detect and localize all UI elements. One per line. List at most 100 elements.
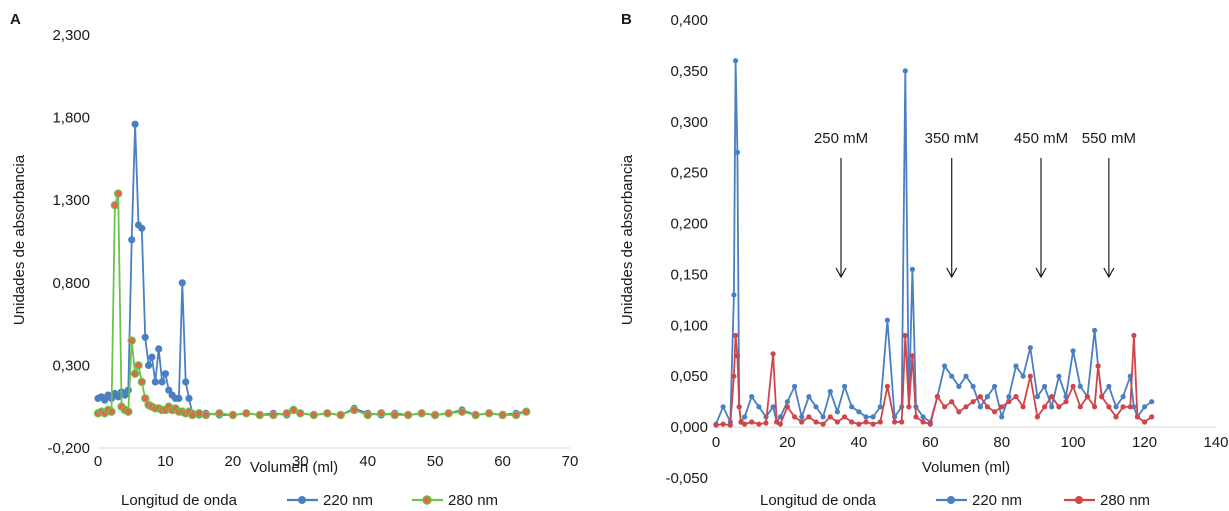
panel-a-series-2-point — [522, 407, 531, 416]
panel-b-series-1-point — [902, 68, 908, 74]
panel-a-series-1-point — [155, 345, 163, 353]
panel-b-annotation-label: 350 mM — [925, 130, 979, 147]
panel-b-series-1-point — [870, 414, 876, 420]
panel-a-series-2-point — [404, 410, 413, 420]
panel-a-series-1-point — [182, 378, 190, 386]
panel-a-series-2-point — [444, 409, 453, 418]
panel-b-series-2-point — [863, 419, 869, 425]
panel-b-series-2-point — [727, 422, 733, 428]
panel-a-series-2-point — [124, 407, 133, 416]
panel-b-series-1-point — [731, 292, 737, 298]
panel-b-series-1-point — [1077, 383, 1083, 389]
panel-a-legend-280-label: 280 nm — [448, 492, 498, 509]
panel-b-series-1-point — [1070, 348, 1076, 354]
panel-a-x-tick-label: 10 — [157, 453, 174, 470]
panel-b-series-2-point — [1120, 404, 1126, 410]
panel-a-series-2-point — [242, 409, 251, 418]
panel-b-series-1-point — [1131, 404, 1137, 410]
panel-a-series-2-point — [363, 410, 372, 420]
panel-b-series-2-point — [1134, 414, 1140, 420]
panel-a-series-1-point — [138, 224, 146, 232]
panel-b-series-1-point — [1013, 363, 1019, 369]
panel-b-series-2-point — [956, 409, 962, 415]
panel-a-series-1-point — [158, 378, 166, 386]
panel-a-series-2-point — [215, 409, 224, 418]
panel-b-series-2-point — [733, 332, 739, 339]
panel-a-x-axis-title: Volumen (ml) — [250, 459, 338, 476]
panel-b-series-2-point — [763, 420, 769, 426]
panel-b-series-2-point — [849, 419, 855, 425]
panel-a-y-axis-title: Unidades de absorbancia — [11, 154, 28, 325]
panel-b-series-1-point — [970, 383, 976, 389]
panel-b-series-1-point — [1142, 404, 1148, 410]
panel-b-series-1-point — [1034, 394, 1040, 400]
panel-a-series-2-point — [201, 410, 211, 420]
panel-b-legend-220-marker — [947, 496, 955, 504]
panel-b-series-1-point — [756, 404, 762, 410]
panel-b-series-2-point — [820, 421, 826, 427]
panel-b-series-1-point — [999, 414, 1005, 420]
panel-b-y-tick-label: 0,100 — [670, 317, 708, 334]
panel-b-series-2-point — [977, 394, 983, 400]
panel-b-series-1-point — [842, 383, 848, 389]
panel-b-series-2-point — [970, 399, 976, 405]
panel-b-series-2-point — [877, 419, 883, 425]
panel-a-series-1-point — [178, 279, 186, 287]
panel-b-legend-220-label: 220 nm — [972, 492, 1022, 509]
panel-a-y-tick-label: 0,800 — [52, 275, 90, 292]
panel-a-series-1-point — [128, 236, 136, 244]
panel-b-series-2-point — [813, 419, 819, 425]
panel-b-series-1-point — [856, 409, 862, 415]
panel-a-series-1-line — [97, 123, 527, 416]
panel-b-series-2-point — [842, 414, 848, 420]
panel-a-x-tick-label: 0 — [94, 453, 102, 470]
panel-b-series-1-point — [942, 363, 948, 369]
panel-b-series-2-point — [1095, 363, 1101, 369]
panel-a-series-1-point — [175, 394, 183, 402]
panel-b-x-tick-label: 40 — [851, 434, 868, 451]
panel-b-annotation-arrowhead — [1035, 267, 1047, 279]
panel-a-series-1-point — [161, 370, 169, 378]
panel-b-series-1-point — [1020, 373, 1026, 379]
panel-b-x-tick-label: 140 — [1203, 434, 1228, 451]
panel-b-series-1-point — [770, 404, 776, 410]
panel-b-series-2-point — [949, 399, 955, 405]
panel-b-series-2-point — [1063, 399, 1069, 405]
panel-a-series-1-point — [151, 378, 159, 386]
panel-b-x-tick-label: 60 — [922, 434, 939, 451]
panel-b-series-1-point — [884, 317, 891, 323]
panel-b-series-2-point — [784, 404, 791, 410]
panel-b-series-2-point — [1020, 404, 1026, 410]
panel-b-series-1-point — [827, 388, 833, 395]
panel-b-x-axis-title: Volumen (ml) — [922, 459, 1010, 476]
panel-a-series-2-point — [140, 394, 150, 403]
panel-b-series-1-point — [992, 383, 998, 389]
panel-b-series-2-point — [749, 419, 755, 425]
panel-b-series-2-point — [834, 419, 841, 425]
panel-b-series-2-line — [715, 334, 1153, 427]
panel-b-x-tick-label: 120 — [1132, 434, 1157, 451]
panel-b-series-1-point — [956, 383, 962, 389]
panel-b-series-1-point — [1106, 383, 1112, 389]
panel-a-series-2-point — [498, 410, 507, 420]
panel-b-series-2-point — [870, 421, 876, 427]
panel-a-series-1-point — [141, 333, 149, 341]
panel-b-annotation-label: 450 mM — [1014, 130, 1068, 147]
panel-a-x-tick-label: 40 — [359, 453, 376, 470]
panel-b-series-1-point — [949, 373, 955, 379]
panel-b-x-tick-label: 100 — [1061, 434, 1086, 451]
panel-a-series-2-point — [194, 409, 204, 418]
panel-b-series-2-point — [713, 422, 719, 428]
panel-a-series-2-point — [113, 189, 123, 198]
panel-a-series-2-point — [430, 410, 440, 420]
panel-b-series-1-point — [749, 394, 755, 400]
panel-a-series-2-point — [457, 407, 467, 416]
panel-b-series-1-point — [1149, 399, 1155, 405]
panel-b-series-2-point — [736, 404, 742, 410]
panel-b-series-2-point — [892, 419, 898, 425]
panel-a-x-tick-label: 50 — [427, 453, 444, 470]
panel-b-series-1-point — [1027, 345, 1033, 351]
panel-b-y-tick-label: 0,400 — [670, 12, 708, 29]
panel-a-x-tick-label: 60 — [494, 453, 511, 470]
